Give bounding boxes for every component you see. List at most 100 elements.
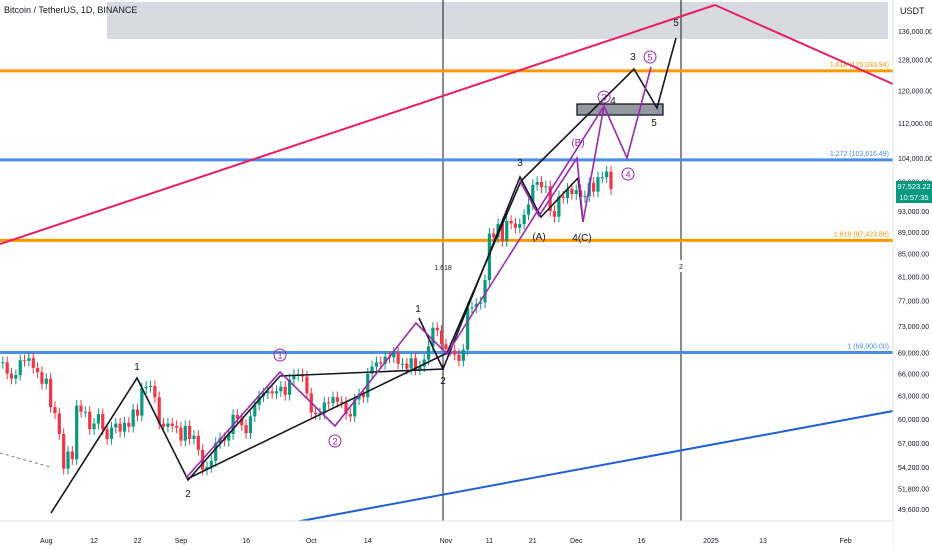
candle xyxy=(118,417,122,438)
y-tick-label: 77,000.00 xyxy=(898,299,929,306)
candle-body xyxy=(35,367,40,373)
x-tick-label: 2025 xyxy=(703,538,719,545)
candle-body xyxy=(118,423,122,432)
x-tick-label: 13 xyxy=(759,538,767,545)
candle xyxy=(466,302,470,356)
candle xyxy=(335,391,339,408)
candle-body xyxy=(227,434,231,441)
x-tick-label: Dec xyxy=(570,538,583,545)
candle-body xyxy=(283,386,287,395)
y-axis: 136,000.00 128,000.00 120,000.00 112,000.00… xyxy=(892,0,932,550)
candle-body xyxy=(379,362,383,364)
elliptic-wave-path-purple xyxy=(582,66,652,223)
candle-body xyxy=(570,188,574,195)
candle xyxy=(75,399,79,465)
candle xyxy=(539,176,544,193)
candle xyxy=(166,417,170,433)
candle-body xyxy=(62,434,66,469)
candle xyxy=(70,445,74,465)
y-tick-label: 120,000.00 xyxy=(898,88,932,95)
currency-label[interactable]: USDT xyxy=(900,6,925,16)
candle xyxy=(35,362,40,378)
wave-label: 5 xyxy=(673,18,679,29)
candle-body xyxy=(14,375,18,379)
candle xyxy=(196,430,200,456)
candle-body xyxy=(49,378,53,408)
target-zone-box xyxy=(107,2,888,39)
candle xyxy=(574,184,578,200)
y-tick-label: 49,600.00 xyxy=(898,507,929,514)
candle-body xyxy=(396,352,400,364)
candle xyxy=(522,209,526,230)
candle-body xyxy=(596,177,600,192)
candle xyxy=(183,420,187,447)
candle-body xyxy=(53,407,57,414)
candle-body xyxy=(331,397,335,404)
candle xyxy=(244,419,248,439)
candle-body xyxy=(305,376,309,394)
candle-body xyxy=(122,422,127,432)
candle-body xyxy=(279,386,283,392)
candle-body xyxy=(105,429,109,439)
x-tick-label: Aug xyxy=(40,538,53,545)
candle-body xyxy=(96,414,101,424)
candle-body xyxy=(183,425,187,441)
candle-body xyxy=(539,181,544,188)
candle-body xyxy=(383,356,387,364)
candle xyxy=(188,420,192,445)
candle-body xyxy=(248,416,253,434)
candle xyxy=(392,346,396,364)
candle xyxy=(209,455,213,473)
last-price-value: 97,523.22 xyxy=(897,182,931,191)
candle-body xyxy=(179,427,183,441)
candle-body xyxy=(400,363,405,365)
candle xyxy=(214,437,218,467)
candle xyxy=(57,407,61,440)
candle xyxy=(144,381,148,394)
wave-label: 3 xyxy=(630,52,636,63)
candle-body xyxy=(600,177,604,179)
candle-body xyxy=(453,350,457,355)
y-axis-background xyxy=(893,0,932,550)
candle-body xyxy=(83,411,87,413)
candle xyxy=(383,351,387,370)
candle-body xyxy=(422,359,426,367)
candle-body xyxy=(131,409,135,427)
y-tick-label: 93,000.00 xyxy=(898,209,929,216)
wave-label: 2 xyxy=(185,489,191,500)
candle-body xyxy=(101,414,105,430)
candle-body xyxy=(1,362,5,364)
candle xyxy=(66,445,70,475)
candle-body xyxy=(240,418,244,426)
candle-body xyxy=(5,362,9,374)
candle xyxy=(88,406,92,435)
candle xyxy=(396,346,400,370)
candle xyxy=(31,352,35,374)
candle-body xyxy=(244,425,248,434)
wave-label-circled: 5 xyxy=(647,53,652,63)
candle-body xyxy=(374,362,379,367)
candle xyxy=(205,461,209,476)
x-tick-label: 12 xyxy=(90,538,98,545)
fib-level-label: 1.618 (87,423.86) xyxy=(834,231,889,238)
wave-circle xyxy=(328,434,342,448)
dashed-projection-line xyxy=(0,452,51,468)
x-axis-background xyxy=(0,521,893,550)
candle-body xyxy=(66,451,70,469)
candle-body xyxy=(431,327,435,347)
candle xyxy=(96,408,101,430)
annotation-label: 1.618 xyxy=(434,265,452,272)
candle-body xyxy=(114,423,118,428)
candle-body xyxy=(357,394,361,400)
y-tick-label: 136,000.00 xyxy=(898,29,932,36)
candle-body xyxy=(557,196,561,217)
candle-body xyxy=(522,214,526,225)
x-tick-label: 14 xyxy=(364,538,372,545)
candle-body xyxy=(531,184,535,205)
y-tick-label: 112,000.00 xyxy=(898,121,932,128)
candle-body xyxy=(405,363,409,369)
candle xyxy=(179,421,183,447)
fib-level-label: 1.272 (103,616.49) xyxy=(830,151,889,158)
candle xyxy=(535,176,539,191)
